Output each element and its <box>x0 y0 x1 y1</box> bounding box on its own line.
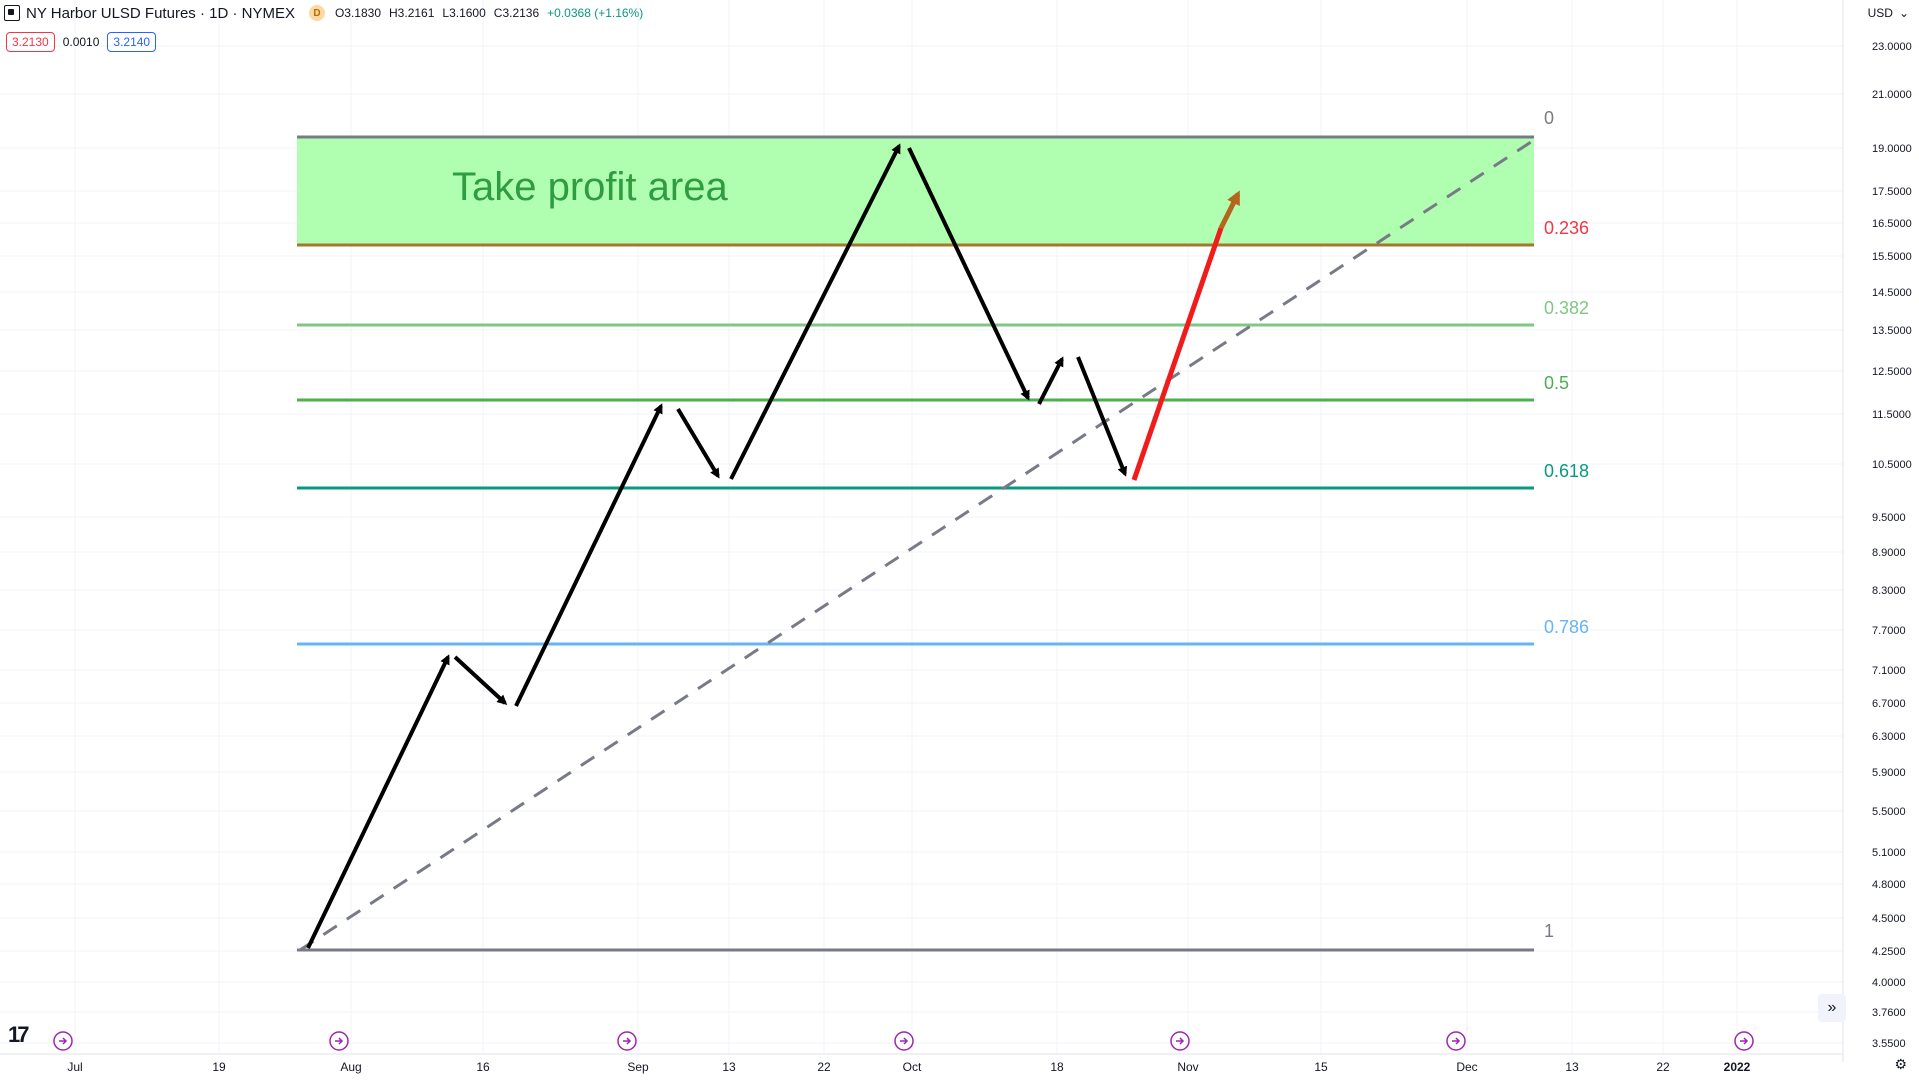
path-leg-3[interactable] <box>514 403 663 707</box>
price-tick-label: 23.0000 <box>1872 41 1912 53</box>
fib-level-label: 0.382 <box>1544 298 1589 318</box>
projected-leg-arrowhead[interactable] <box>1218 190 1241 230</box>
price-tick-label: 4.2500 <box>1872 946 1906 958</box>
time-tick-label: 19 <box>212 1060 226 1074</box>
fib-level-label: 0 <box>1544 108 1554 128</box>
price-tick-label: 17.5000 <box>1872 186 1912 198</box>
price-tick-label: 4.0000 <box>1872 977 1906 989</box>
time-tick-label: 22 <box>817 1060 831 1074</box>
fib-level-label: 0.618 <box>1544 461 1589 481</box>
dividend-event-icon[interactable] <box>329 1031 349 1051</box>
price-tick-label: 4.5000 <box>1872 913 1906 925</box>
bid-ask-row: 3.2130 0.0010 3.2140 <box>6 32 157 52</box>
path-leg-1[interactable] <box>306 654 450 949</box>
high-value: H3.2161 <box>389 6 435 20</box>
close-value: C3.2136 <box>493 6 540 20</box>
currency-selector[interactable]: USD ⌄ <box>1868 6 1909 20</box>
time-tick-label: 13 <box>722 1060 736 1074</box>
time-tick-label: 22 <box>1656 1060 1670 1074</box>
price-tick-label: 5.1000 <box>1872 847 1906 859</box>
time-tick-label: Jul <box>67 1060 82 1074</box>
ask-price-box[interactable]: 3.2140 <box>107 32 157 52</box>
time-tick-label: 16 <box>476 1060 490 1074</box>
change-value: +0.0368 (+1.16%) <box>547 6 644 20</box>
price-tick-label: 5.5000 <box>1872 806 1906 818</box>
fib-level-label: 1 <box>1544 921 1554 941</box>
fib-level-label: 0.786 <box>1544 617 1589 637</box>
price-tick-label: 6.7000 <box>1872 698 1906 710</box>
price-tick-label: 19.0000 <box>1872 143 1912 155</box>
path-leg-5[interactable] <box>729 143 901 480</box>
price-tick-label: 8.9000 <box>1872 547 1906 559</box>
price-tick-label: 6.3000 <box>1872 731 1906 743</box>
scroll-to-realtime-button[interactable]: » <box>1818 994 1846 1022</box>
time-tick-label: 18 <box>1050 1060 1064 1074</box>
time-tick-label: 15 <box>1314 1060 1328 1074</box>
price-tick-label: 3.5500 <box>1872 1038 1906 1050</box>
currency-label[interactable]: USD <box>1867 6 1893 20</box>
chevron-down-icon[interactable]: ⌄ <box>1898 6 1909 20</box>
price-tick-label: 15.5000 <box>1872 251 1912 263</box>
dividend-event-icon[interactable] <box>1170 1031 1190 1051</box>
spread-value: 0.0010 <box>62 35 100 49</box>
price-tick-label: 7.7000 <box>1872 625 1906 637</box>
price-tick-label: 8.3000 <box>1872 585 1906 597</box>
price-path[interactable] <box>306 143 1128 949</box>
take-profit-zone[interactable] <box>297 137 1534 245</box>
time-tick-label: 2022 <box>1724 1060 1751 1074</box>
price-tick-label: 10.5000 <box>1872 459 1912 471</box>
price-tick-label: 14.5000 <box>1872 287 1912 299</box>
bid-price-box[interactable]: 3.2130 <box>6 32 55 52</box>
price-tick-label: 16.5000 <box>1872 218 1912 230</box>
fib-level-label: 0.236 <box>1544 218 1589 238</box>
symbol-title[interactable]: NY Harbor ULSD Futures · 1D · NYMEX <box>26 4 295 22</box>
path-leg-6[interactable] <box>907 147 1030 401</box>
price-tick-label: 11.5000 <box>1872 409 1911 421</box>
gear-icon[interactable]: ⚙ <box>1894 1056 1907 1072</box>
price-tick-label: 12.5000 <box>1872 366 1912 378</box>
take-profit-label[interactable]: Take profit area <box>452 165 728 209</box>
dividend-event-icon[interactable] <box>1734 1031 1754 1051</box>
price-tick-label: 5.9000 <box>1872 767 1906 779</box>
time-tick-label: 13 <box>1565 1060 1579 1074</box>
path-leg-7[interactable] <box>1037 356 1064 405</box>
price-tick-label: 3.7600 <box>1872 1007 1906 1019</box>
path-leg-8[interactable] <box>1076 356 1128 477</box>
time-tick-label: Aug <box>340 1060 361 1074</box>
price-tick-label: 7.1000 <box>1872 665 1906 677</box>
price-tick-label: 9.5000 <box>1872 512 1906 524</box>
time-tick-label: Oct <box>903 1060 922 1074</box>
symbol-logo-icon <box>4 5 20 21</box>
price-tick-label: 21.0000 <box>1872 89 1912 101</box>
time-tick-label: Sep <box>627 1060 649 1074</box>
price-tick-label: 4.8000 <box>1872 879 1906 891</box>
fib-level-label: 0.5 <box>1544 373 1569 393</box>
low-value: L3.1600 <box>442 6 486 20</box>
path-leg-4[interactable] <box>676 407 720 479</box>
time-axis[interactable]: Jul 19 Aug 16 Sep 13 22 Oct 18 Nov 15 Dec 13 22 2022 <box>67 1060 1750 1074</box>
symbol-header: NY Harbor ULSD Futures · 1D · NYMEX D O3… <box>0 0 651 26</box>
dividend-event-icon[interactable] <box>894 1031 914 1051</box>
trend-dashed-line[interactable] <box>299 138 1535 952</box>
time-tick-label: Nov <box>1177 1060 1198 1074</box>
dividend-event-icon[interactable] <box>617 1031 637 1051</box>
dividend-event-icon[interactable] <box>1446 1031 1466 1051</box>
price-tick-label: 13.5000 <box>1872 325 1912 337</box>
chart-grid <box>0 0 1843 1054</box>
projected-leg-red[interactable] <box>1131 227 1224 481</box>
price-axis[interactable]: 23.0000 21.0000 19.0000 17.5000 16.5000 15.50… <box>1872 41 1912 1050</box>
dividend-event-icon[interactable] <box>53 1031 73 1051</box>
event-markers <box>53 1031 1754 1051</box>
delayed-data-badge[interactable]: D <box>308 5 325 21</box>
open-value: O3.1830 <box>334 6 382 20</box>
path-leg-2[interactable] <box>453 655 508 706</box>
time-tick-label: Dec <box>1456 1060 1477 1074</box>
tradingview-logo-icon[interactable]: 17 <box>8 1022 30 1047</box>
